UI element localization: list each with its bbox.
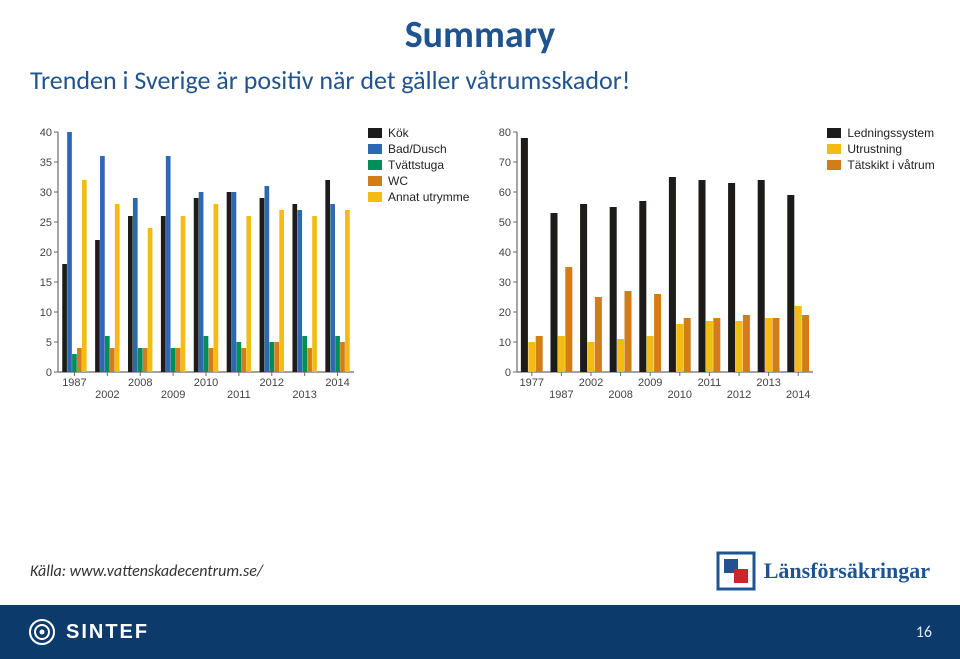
legend-label: Ledningssystem: [847, 126, 934, 140]
svg-text:30: 30: [499, 277, 511, 289]
svg-text:2012: 2012: [260, 377, 284, 389]
chart-1-container: 0 5 10 15 20 25 30 35 40 1987 2002 2008 2009 2010 2011…: [30, 126, 469, 406]
svg-text:2011: 2011: [227, 389, 251, 401]
svg-text:2008: 2008: [609, 389, 633, 401]
svg-text:2009: 2009: [161, 389, 185, 401]
legend-swatch: [368, 176, 382, 186]
svg-text:2010: 2010: [194, 377, 218, 389]
legend-label: Annat utrymme: [388, 190, 469, 204]
lansforsakringar-logo: Länsförsäkringar: [716, 551, 930, 591]
svg-text:2002: 2002: [95, 389, 119, 401]
svg-text:0: 0: [505, 367, 511, 379]
legend-swatch: [368, 192, 382, 202]
svg-text:35: 35: [40, 157, 52, 169]
legend-item: WC: [368, 174, 469, 188]
legend-item: Annat utrymme: [368, 190, 469, 204]
lan-logo-text: Länsförsäkringar: [764, 558, 930, 584]
svg-text:2011: 2011: [698, 377, 722, 389]
svg-text:10: 10: [499, 337, 511, 349]
chart-2-legend: Ledningssystem Utrustning Tätskikt i våtru…: [819, 126, 934, 406]
svg-text:15: 15: [40, 277, 52, 289]
svg-text:60: 60: [499, 187, 511, 199]
sintef-text: SINTEF: [66, 621, 149, 644]
svg-text:40: 40: [499, 247, 511, 259]
legend-swatch: [827, 144, 841, 154]
legend-item: Ledningssystem: [827, 126, 934, 140]
svg-text:2012: 2012: [727, 389, 751, 401]
svg-text:70: 70: [499, 157, 511, 169]
svg-text:2013: 2013: [757, 377, 781, 389]
page-title: Summary: [0, 0, 960, 58]
legend-item: Tätskikt i våtrum: [827, 158, 934, 172]
legend-swatch: [368, 160, 382, 170]
svg-text:1987: 1987: [62, 377, 86, 389]
legend-label: Utrustning: [847, 142, 902, 156]
svg-text:25: 25: [40, 217, 52, 229]
charts-row: 0510152025303540198720022008200920102011…: [0, 96, 960, 406]
svg-text:2002: 2002: [579, 377, 603, 389]
svg-text:2014: 2014: [786, 389, 810, 401]
sintef-icon: [28, 618, 56, 646]
chart-2: 0 10 20 30 40 50 60 70 80 1977 1987 2002 2008 2009 201…: [489, 126, 819, 406]
legend-item: Kök: [368, 126, 469, 140]
lan-logo-icon: [716, 551, 756, 591]
svg-text:80: 80: [499, 127, 511, 139]
svg-text:50: 50: [499, 217, 511, 229]
legend-item: Tvättstuga: [368, 158, 469, 172]
legend-item: Utrustning: [827, 142, 934, 156]
svg-text:1987: 1987: [550, 389, 574, 401]
chart-1-legend: Kök Bad/Dusch Tvättstuga WC Annat utrymme: [360, 126, 469, 406]
svg-text:2013: 2013: [292, 389, 316, 401]
legend-label: Tätskikt i våtrum: [847, 158, 934, 172]
svg-text:1977: 1977: [520, 377, 544, 389]
svg-text:5: 5: [46, 337, 52, 349]
legend-swatch: [368, 144, 382, 154]
legend-label: Bad/Dusch: [388, 142, 447, 156]
svg-text:2010: 2010: [668, 389, 692, 401]
source-citation: Källa: www.vattenskadecentrum.se/: [30, 562, 263, 581]
chart-1: 0 5 10 15 20 25 30 35 40 1987 2002 2008 2009 2010 2011…: [30, 126, 360, 406]
svg-text:20: 20: [499, 307, 511, 319]
svg-text:30: 30: [40, 187, 52, 199]
svg-text:2014: 2014: [325, 377, 349, 389]
svg-text:2008: 2008: [128, 377, 152, 389]
page-subtitle: Trenden i Sverige är positiv när det gäl…: [0, 58, 960, 96]
svg-text:2009: 2009: [638, 377, 662, 389]
legend-swatch: [827, 128, 841, 138]
legend-swatch: [827, 160, 841, 170]
svg-text:10: 10: [40, 307, 52, 319]
sintef-logo: SINTEF: [28, 618, 149, 646]
svg-text:20: 20: [40, 247, 52, 259]
legend-label: WC: [388, 174, 408, 188]
legend-swatch: [368, 128, 382, 138]
legend-label: Tvättstuga: [388, 158, 444, 172]
svg-text:0: 0: [46, 367, 52, 379]
footer-bar: SINTEF 16: [0, 605, 960, 659]
chart-2-container: 0 10 20 30 40 50 60 70 80 1977 1987 2002 2008 2009 201…: [489, 126, 934, 406]
legend-item: Bad/Dusch: [368, 142, 469, 156]
page-number: 16: [916, 623, 932, 642]
svg-text:40: 40: [40, 127, 52, 139]
legend-label: Kök: [388, 126, 409, 140]
